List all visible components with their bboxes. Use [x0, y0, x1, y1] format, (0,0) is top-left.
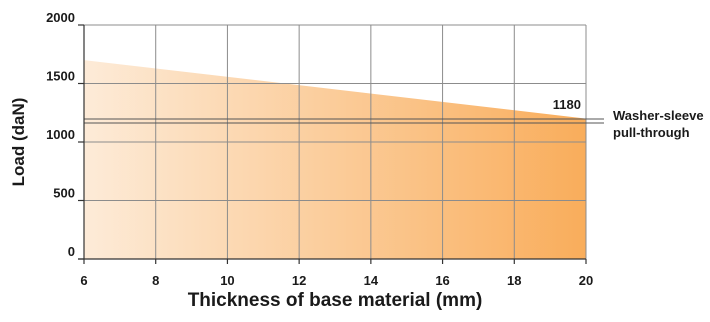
x-tick-label: 14	[364, 273, 379, 288]
y-tick-labels: 0 500 1000 1500 2000	[46, 10, 75, 259]
reference-line-group: 1180 Washer-sleeve pull-through	[84, 97, 704, 140]
y-axis-title: Load (daN)	[9, 98, 28, 187]
x-tick-label: 10	[220, 273, 234, 288]
y-tick-label: 2000	[46, 10, 75, 25]
load-area	[84, 60, 586, 259]
reference-line-label: Washer-sleeve pull-through	[613, 108, 704, 140]
x-tick-label: 8	[152, 273, 159, 288]
y-tick-label: 500	[53, 186, 75, 201]
x-tick-label: 20	[579, 273, 593, 288]
x-tick-label: 12	[292, 273, 306, 288]
x-tick-labels: 6 8 10 12 14 16 18 20	[80, 273, 593, 288]
x-axis-title: Thickness of base material (mm)	[188, 290, 483, 311]
horizontal-gridlines	[84, 24, 586, 201]
x-tick-label: 6	[80, 273, 87, 288]
axes	[78, 24, 587, 264]
x-tick-label: 18	[507, 273, 521, 288]
y-tick-label: 1500	[46, 69, 75, 84]
y-tick-label: 0	[68, 244, 75, 259]
x-tick-label: 16	[435, 273, 449, 288]
reference-value-label: 1180	[553, 97, 581, 112]
y-tick-label: 1000	[46, 127, 75, 142]
